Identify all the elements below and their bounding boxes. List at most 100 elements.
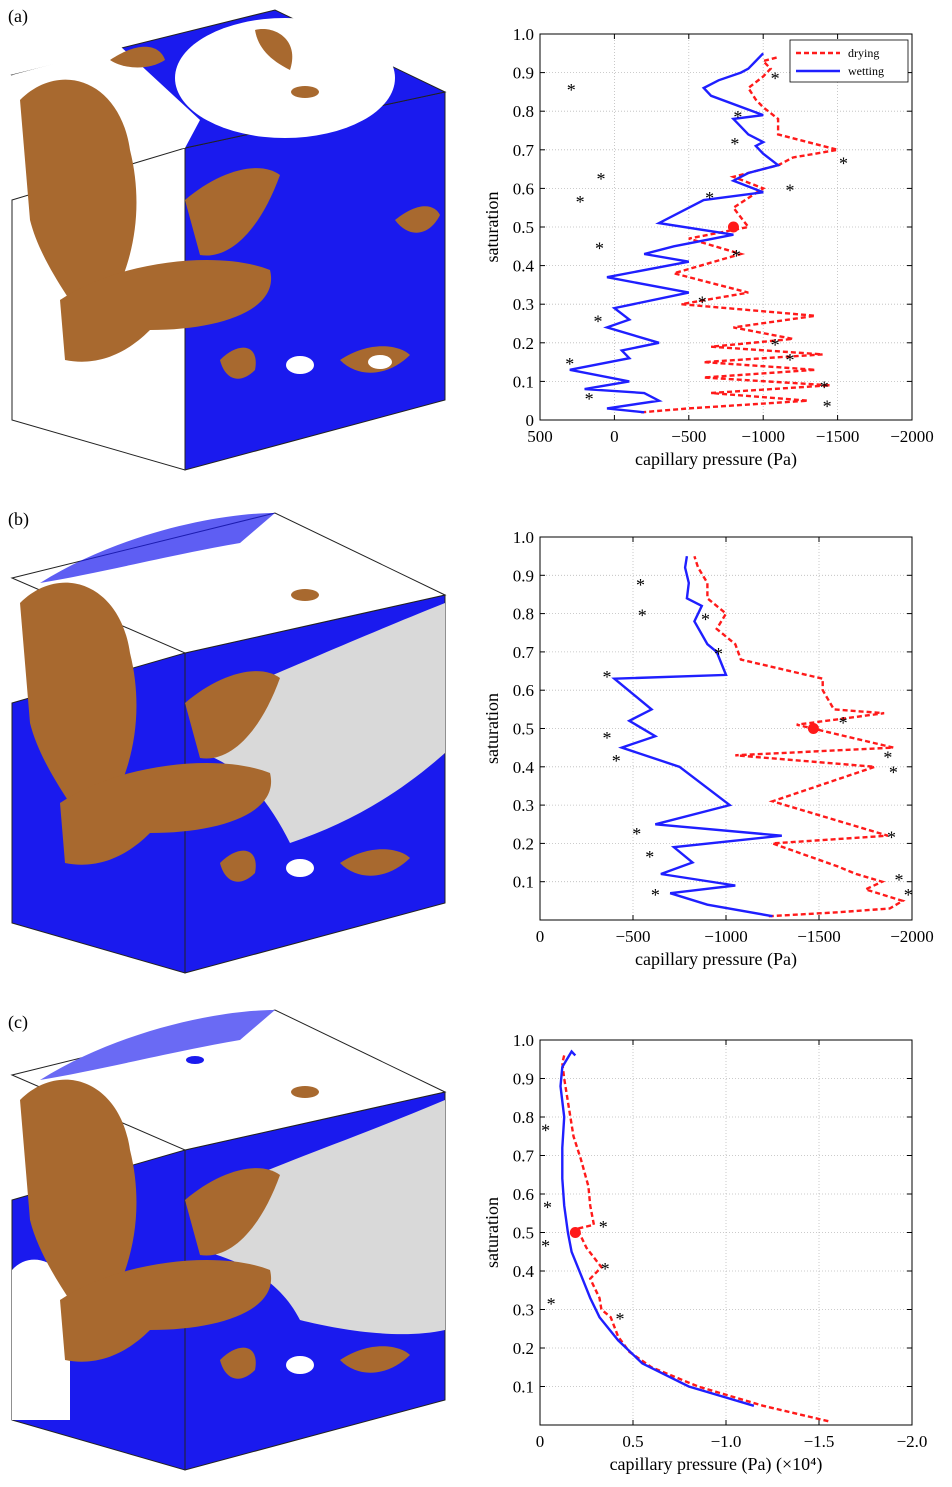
x-tick-label: −500 (671, 427, 706, 446)
series-drying (561, 1055, 829, 1423)
x-axis-label: capillary pressure (Pa) (635, 949, 797, 970)
star-annotation: * (733, 107, 742, 127)
star-annotation: * (771, 335, 780, 355)
star-annotation: * (576, 192, 585, 212)
star-annotation: * (543, 1198, 552, 1218)
star-annotation: * (883, 747, 892, 767)
y-tick-label: 0.3 (513, 796, 534, 815)
star-annotation: * (547, 1294, 556, 1314)
y-tick-label: 0.8 (513, 1108, 534, 1127)
panel-label-b: (b) (8, 509, 29, 529)
x-tick-label: 0.5 (622, 1432, 643, 1451)
legend-box (789, 39, 909, 83)
star-annotation: * (701, 609, 710, 629)
star-annotation: * (732, 246, 741, 266)
series-drying (641, 56, 838, 414)
y-tick-label: 0.5 (513, 1224, 534, 1243)
star-annotation: * (904, 885, 913, 905)
marker-point (807, 723, 819, 734)
y-tick-label: 0.2 (513, 334, 534, 353)
y-tick-label: 0.4 (513, 257, 535, 276)
star-annotation: * (823, 397, 832, 417)
y-tick-label: 0.3 (513, 295, 534, 314)
star-annotation: * (638, 606, 647, 626)
star-annotation: * (730, 134, 739, 154)
panel-label-a: (a) (8, 6, 28, 26)
x-tick-label: −2000 (890, 927, 934, 946)
y-tick-label: 0 (526, 411, 535, 430)
star-annotation: * (585, 389, 594, 409)
y-tick-label: 0.5 (513, 720, 534, 739)
y-tick-label: 0.7 (513, 141, 535, 160)
pore-cube-b (10, 512, 447, 974)
star-annotation: * (601, 1259, 610, 1279)
x-tick-label: −1500 (797, 927, 841, 946)
x-tick-label: 0 (610, 427, 619, 446)
y-tick-label: 0.2 (513, 1339, 534, 1358)
y-tick-label: 0.7 (513, 643, 535, 662)
x-tick-label: −1500 (816, 427, 860, 446)
star-annotation: * (599, 1217, 608, 1237)
star-annotation: * (889, 763, 898, 783)
x-tick-label: −2000 (890, 427, 934, 446)
star-annotation: * (541, 1236, 550, 1256)
star-annotation: * (632, 824, 641, 844)
star-annotation: * (698, 292, 707, 312)
chart-1: 0 −500 −1000 −1500 −2000 0.1 0.2 0.3 0.4 0.5 0.6 0.… (482, 528, 934, 970)
series-drying (693, 555, 906, 918)
legend-label-wetting: wetting (848, 64, 884, 78)
marker-point (727, 221, 739, 233)
x-tick-label: −500 (615, 927, 650, 946)
star-annotation: * (820, 377, 829, 397)
star-annotation: * (594, 312, 603, 332)
star-annotation: * (602, 728, 611, 748)
series-wetting (611, 556, 782, 918)
series-wetting (559, 1049, 755, 1407)
y-tick-label: 0.4 (513, 1262, 535, 1281)
y-tick-label: 1.0 (513, 528, 534, 547)
star-annotation: * (615, 1309, 624, 1329)
y-tick-label: 0.8 (513, 102, 534, 121)
star-annotation: * (567, 80, 576, 100)
y-tick-label: 0.4 (513, 758, 535, 777)
x-tick-label: 500 (527, 427, 553, 446)
y-tick-label: 1.0 (513, 1031, 534, 1050)
y-axis-label: saturation (482, 192, 502, 263)
star-annotation: * (565, 354, 574, 374)
y-tick-label: 0.6 (513, 681, 534, 700)
series-wetting (569, 52, 781, 414)
y-tick-label: 0.8 (513, 605, 534, 624)
y-axis-label: saturation (482, 693, 502, 764)
star-annotation: * (839, 153, 848, 173)
y-tick-label: 0.6 (513, 1185, 534, 1204)
star-annotation: * (771, 68, 780, 88)
pore-cube-c (10, 1009, 447, 1471)
x-axis-label: capillary pressure (Pa) (×10⁴) (610, 1454, 823, 1475)
star-annotation: * (541, 1121, 550, 1141)
y-tick-label: 0.1 (513, 372, 534, 391)
y-tick-label: 0.3 (513, 1301, 534, 1320)
x-tick-label: 0 (536, 927, 545, 946)
x-tick-label: −1.0 (711, 1432, 742, 1451)
legend-label-drying: drying (848, 46, 879, 60)
y-tick-label: 0.1 (513, 1378, 534, 1397)
x-tick-label: −1000 (741, 427, 785, 446)
x-tick-label: −1.5 (804, 1432, 835, 1451)
x-tick-label: 0 (536, 1432, 545, 1451)
panel-label-c: (c) (8, 1012, 28, 1032)
y-tick-label: 0.1 (513, 873, 534, 892)
marker-point (569, 1227, 581, 1238)
y-axis-label: saturation (482, 1197, 502, 1268)
star-annotation: * (636, 575, 645, 595)
y-tick-label: 0.2 (513, 834, 534, 853)
y-tick-label: 0.7 (513, 1147, 535, 1166)
star-annotation: * (597, 169, 606, 189)
star-annotation: * (785, 180, 794, 200)
pore-cube-a (10, 9, 447, 471)
star-annotation: * (785, 350, 794, 370)
star-annotation: * (595, 238, 604, 258)
star-annotation: * (839, 713, 848, 733)
y-tick-label: 0.9 (513, 64, 534, 83)
star-annotation: * (602, 667, 611, 687)
